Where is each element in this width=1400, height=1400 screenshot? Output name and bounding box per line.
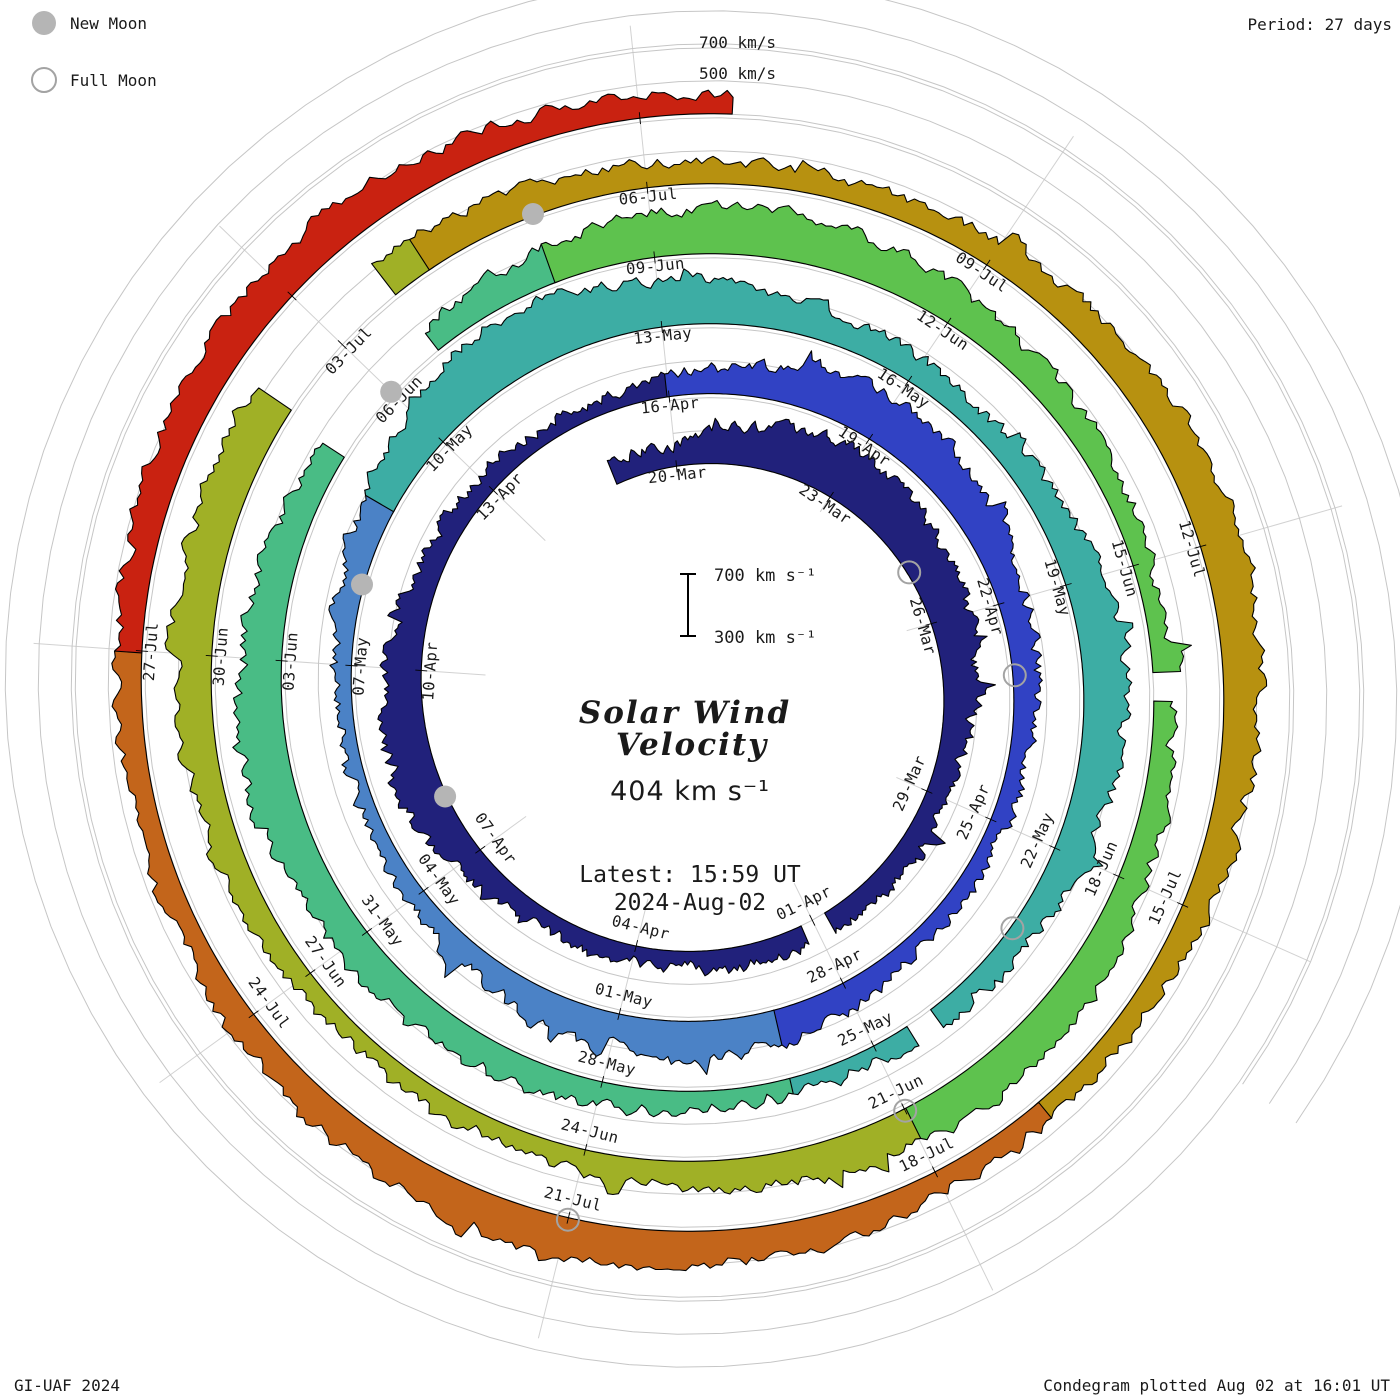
full-moon-marker — [897, 560, 922, 585]
date-tick — [992, 602, 1005, 607]
date-tick — [675, 460, 678, 473]
velocity-band — [540, 199, 1192, 674]
date-tick — [646, 181, 649, 194]
center-annotation: 700 km s⁻¹ 300 km s⁻¹ Solar Wind Velocit… — [579, 566, 817, 916]
date-tick — [617, 1007, 622, 1020]
date-tick — [668, 390, 671, 403]
date-tick — [925, 621, 938, 626]
date-label: 01-May — [593, 980, 655, 1012]
full-moon-marker — [1002, 663, 1027, 688]
date-tick — [931, 1166, 939, 1178]
date-tick — [638, 112, 641, 125]
new-moon-marker — [434, 785, 457, 808]
latest-date-label: 2024-Aug-02 — [614, 890, 766, 916]
date-tick — [809, 914, 816, 926]
date-tick — [361, 928, 373, 936]
date-tick — [1049, 845, 1061, 851]
plotted-label: Condegram plotted Aug 02 at 16:01 UT — [1043, 1376, 1390, 1395]
date-label: 30-Jun — [210, 626, 232, 686]
date-tick — [415, 669, 428, 672]
date-tick — [488, 485, 499, 495]
chart-title-line1: Solar Wind — [579, 695, 791, 731]
period-label: Period: 27 days — [1248, 15, 1393, 34]
credit-label: GI-UAF 2024 — [14, 1376, 120, 1395]
full-moon-icon — [31, 67, 57, 93]
latest-time-label: Latest: 15:59 UT — [579, 862, 801, 888]
date-label: 03-Jun — [279, 631, 301, 691]
date-label: 04-Apr — [610, 912, 672, 944]
scale-300-label: 300 km s⁻¹ — [714, 628, 816, 648]
date-tick — [475, 845, 486, 854]
date-tick — [337, 340, 347, 350]
velocity-band — [606, 417, 996, 934]
date-label: 07-May — [349, 636, 371, 696]
date-tick — [566, 1211, 571, 1224]
date-tick — [634, 940, 639, 953]
moon-legend: New Moon Full Moon — [31, 11, 157, 93]
date-tick — [1113, 873, 1125, 880]
date-tick — [248, 1010, 259, 1019]
full-moon-marker — [893, 1098, 918, 1123]
date-tick — [1059, 583, 1072, 588]
date-tick — [287, 291, 297, 301]
date-tick — [865, 433, 874, 445]
new-moon-label: New Moon — [70, 14, 147, 33]
grid-label-500: 500 km/s — [699, 64, 776, 83]
date-tick — [839, 977, 847, 989]
date-tick — [1177, 902, 1189, 908]
date-tick — [983, 259, 991, 271]
date-tick — [438, 437, 448, 447]
date-label: 27-Jul — [140, 622, 162, 682]
date-tick — [901, 1103, 908, 1115]
date-tick — [205, 654, 218, 657]
date-tick — [305, 969, 316, 977]
velocity-band — [113, 89, 734, 654]
date-label: 24-Jun — [559, 1115, 621, 1147]
grid-label-700: 700 km/s — [699, 33, 776, 52]
date-tick — [826, 491, 834, 503]
date-tick — [600, 1075, 605, 1088]
date-tick — [660, 320, 663, 334]
chart-title-line2: Velocity — [616, 727, 768, 763]
new-moon-marker — [380, 380, 403, 403]
date-tick — [921, 788, 933, 794]
date-label: 10-Apr — [419, 641, 441, 701]
current-velocity-value: 404 km s⁻¹ — [610, 776, 770, 807]
new-moon-icon — [32, 11, 56, 35]
date-tick — [1127, 563, 1140, 568]
new-moon-marker — [522, 203, 544, 225]
radial-gridline — [793, 882, 994, 1291]
date-label: 03-Jul — [322, 323, 376, 378]
date-tick — [275, 659, 288, 662]
scale-700-label: 700 km s⁻¹ — [714, 566, 816, 586]
new-moon-marker — [351, 573, 373, 596]
date-tick — [583, 1143, 588, 1156]
date-label: 01-Apr — [773, 882, 834, 924]
date-tick — [345, 664, 358, 667]
date-tick — [418, 886, 429, 895]
date-label: 28-May — [576, 1048, 638, 1080]
velocity-band — [232, 442, 794, 1118]
date-tick — [943, 317, 952, 329]
date-tick — [985, 816, 997, 823]
radial-gridline — [906, 505, 1343, 632]
date-tick — [653, 251, 656, 264]
date-tick — [1194, 544, 1207, 549]
date-tick — [904, 375, 913, 387]
full-moon-marker — [555, 1207, 580, 1232]
full-moon-label: Full Moon — [70, 71, 157, 90]
velocity-band — [364, 268, 1134, 1029]
full-moon-marker — [1000, 916, 1025, 941]
date-tick — [135, 650, 148, 652]
velocity-scale-bar — [680, 573, 696, 637]
spiral-plot: 20-Mar23-Mar26-Mar29-Mar01-Apr04-Apr07-A… — [4, 0, 1400, 1368]
date-tick — [870, 1040, 877, 1052]
velocity-band — [164, 387, 922, 1196]
radial-gridline — [896, 776, 1311, 963]
radial-gridline — [537, 898, 649, 1339]
